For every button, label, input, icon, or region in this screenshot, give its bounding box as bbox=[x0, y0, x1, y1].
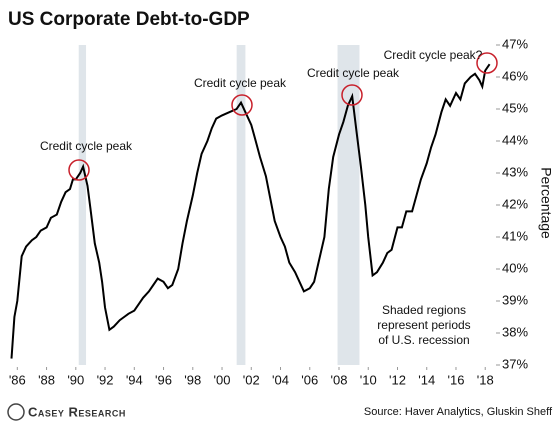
peak-circle bbox=[68, 159, 90, 181]
x-tick-label: '00 bbox=[214, 372, 231, 387]
chart-title: US Corporate Debt-to-GDP bbox=[8, 9, 250, 30]
y-tick-label: 42% bbox=[502, 196, 528, 211]
x-tick-label: '18 bbox=[477, 372, 494, 387]
x-tick-label: '92 bbox=[97, 372, 114, 387]
y-tick-label: 44% bbox=[502, 132, 528, 147]
annotation: Credit cycle peak bbox=[40, 139, 133, 153]
x-tick-label: '16 bbox=[448, 372, 465, 387]
y-axis-label: Percentage bbox=[538, 167, 554, 239]
annotation: Credit cycle peak? bbox=[384, 48, 483, 62]
recession-band bbox=[337, 45, 360, 365]
x-tick-label: '96 bbox=[155, 372, 172, 387]
x-tick-label: '88 bbox=[38, 372, 55, 387]
annotation: Credit cycle peak bbox=[194, 76, 287, 90]
logo: Casey Research bbox=[7, 403, 126, 421]
peak-circle bbox=[341, 84, 363, 106]
y-tick-label: 38% bbox=[502, 324, 528, 339]
x-tick-label: '86 bbox=[9, 372, 26, 387]
peak-circle bbox=[231, 94, 253, 116]
x-tick-label: '12 bbox=[389, 372, 406, 387]
logo-icon bbox=[7, 403, 25, 421]
annotation: Credit cycle peak bbox=[307, 66, 400, 80]
recession-band bbox=[78, 45, 87, 365]
note: of U.S. recession bbox=[378, 333, 469, 347]
recession-band bbox=[236, 45, 246, 365]
y-tick-label: 43% bbox=[502, 164, 528, 179]
x-tick-label: '04 bbox=[272, 372, 289, 387]
x-tick-label: '02 bbox=[243, 372, 260, 387]
y-tick-label: 37% bbox=[502, 356, 528, 371]
x-tick-label: '10 bbox=[360, 372, 377, 387]
x-tick-label: '06 bbox=[301, 372, 318, 387]
data-line bbox=[10, 63, 491, 359]
peak-circle bbox=[476, 52, 498, 74]
source: Source: Haver Analytics, Gluskin Sheff bbox=[364, 406, 553, 418]
y-tick-label: 45% bbox=[502, 100, 528, 115]
x-tick-label: '90 bbox=[67, 372, 84, 387]
x-tick-label: '98 bbox=[184, 372, 201, 387]
y-tick-label: 41% bbox=[502, 228, 528, 243]
x-tick-label: '94 bbox=[126, 372, 143, 387]
x-tick-label: '14 bbox=[418, 372, 435, 387]
x-tick-label: '08 bbox=[331, 372, 348, 387]
note: represent periods bbox=[377, 318, 470, 332]
y-tick-label: 40% bbox=[502, 260, 528, 275]
note: Shaded regions bbox=[382, 303, 466, 317]
y-tick-label: 39% bbox=[502, 292, 528, 307]
y-tick-label: 47% bbox=[502, 36, 528, 51]
y-tick-label: 46% bbox=[502, 68, 528, 83]
logo-text: Casey Research bbox=[28, 404, 126, 419]
